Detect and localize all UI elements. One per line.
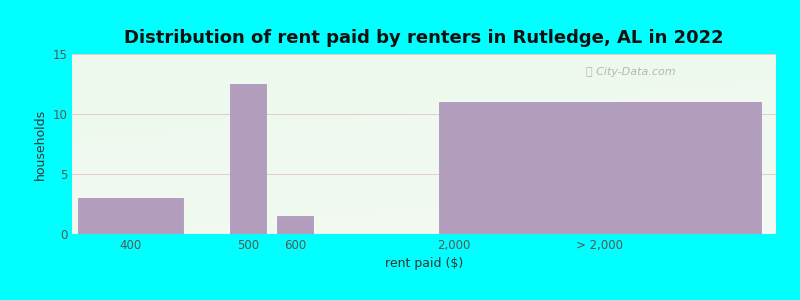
Bar bbox=[278, 216, 313, 234]
Title: Distribution of rent paid by renters in Rutledge, AL in 2022: Distribution of rent paid by renters in … bbox=[124, 29, 724, 47]
Bar bbox=[438, 102, 762, 234]
Y-axis label: households: households bbox=[34, 108, 46, 180]
Bar bbox=[230, 84, 266, 234]
Text: ⓘ City-Data.com: ⓘ City-Data.com bbox=[586, 67, 675, 76]
X-axis label: rent paid ($): rent paid ($) bbox=[385, 257, 463, 270]
Bar bbox=[78, 198, 183, 234]
